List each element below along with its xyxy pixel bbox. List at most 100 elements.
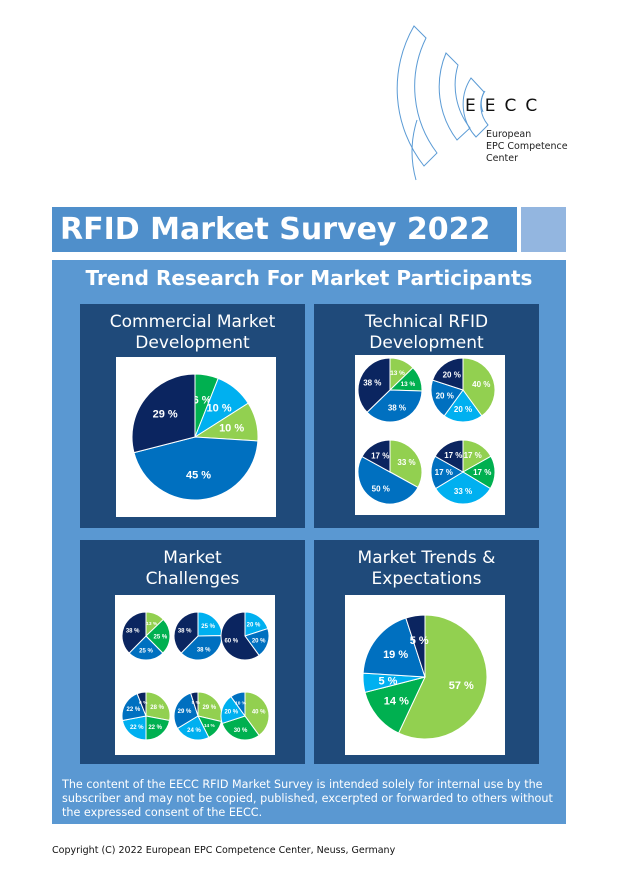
pie-slice (362, 617, 426, 678)
pie-slice (173, 611, 199, 654)
card-market-challenges: Market Challenges 13 % 25 % 25 % 38 % 25 % 38… (80, 540, 305, 764)
slice-label: 17 % (435, 468, 453, 477)
pie-slice (431, 357, 464, 391)
slice-label: 20 % (443, 370, 461, 379)
copyright-text: Copyright (C) 2022 European EPC Competen… (52, 845, 396, 856)
slice-label: 28 % (150, 705, 164, 711)
slice-label: 17 % (473, 468, 491, 477)
slice-label: 10 % (219, 422, 244, 434)
subtitle: Trend Research For Market Participants (85, 266, 533, 290)
slice-label: 14 % (384, 696, 409, 708)
chart-technical: 13 %13 %38 %38 % 40 %20 %20 %20 %33 %50 %… (355, 355, 505, 515)
slice-label: 13 % (390, 370, 405, 377)
slice-label: 57 % (449, 680, 474, 692)
slice-label: 50 % (372, 485, 390, 494)
slice-label: 60 % (224, 639, 238, 645)
slice-label: 5 % (410, 635, 429, 647)
pie-slice (230, 691, 246, 718)
slice-label: 33 % (454, 487, 472, 496)
eecc-logo: EECC European EPC Competence Center (396, 25, 568, 181)
card-title: Market Trends & Expectations (357, 548, 496, 589)
pie-slice (244, 691, 270, 737)
logo-line-3: Center (486, 153, 518, 164)
slice-label: 20 % (247, 622, 261, 628)
slice-label: 29 % (178, 709, 192, 715)
pie-chart: 57 %14 %5 %19 %5 % (362, 614, 488, 740)
chart-challenges: 13 % 25 % 25 % 38 % 25 % 38 % 38 % 20 % 20 % 60 %… (115, 595, 275, 755)
pie-slice (357, 455, 419, 505)
slice-label: 33 % (397, 458, 415, 467)
slice-label: 6 % (193, 395, 212, 407)
slice-label: 20 % (224, 710, 238, 716)
slice-label: 17 % (371, 451, 389, 460)
slice-label: 40 % (252, 710, 266, 716)
pie-chart: 29 % 14 %24 % 29 %5 % (173, 691, 223, 741)
pie-slice (220, 611, 260, 661)
logo-wordmark: EECC (465, 96, 546, 116)
slice-label: 38 % (363, 378, 381, 387)
slice-label: 22 % (127, 707, 141, 713)
pie-slice (128, 635, 164, 661)
slice-label: 22 % (148, 725, 162, 731)
pie-slice (121, 611, 147, 654)
slice-label: 14 % (204, 723, 216, 729)
pie-chart: 40 %20 %20 %20 % (430, 357, 496, 423)
pie-slice (136, 691, 147, 717)
pie-slice (434, 471, 492, 505)
slice-label: 22 % (130, 725, 144, 731)
slice-label: 19 % (383, 649, 408, 661)
pie-chart: 6 %10 %10 %45 %29 % (131, 373, 259, 501)
pie-slice (462, 357, 496, 417)
slice-label: 25 % (139, 649, 153, 655)
pie-slice (131, 373, 196, 454)
card-title: Market Challenges (145, 548, 240, 589)
slice-label: 20 % (436, 392, 454, 401)
pie-slice (145, 618, 171, 654)
card-technical-rfid: Technical RFID Development 13 % 13 % 38 % 3… (314, 304, 539, 528)
pie-slice (405, 614, 426, 678)
slice-label: 29 % (202, 705, 216, 711)
pie-chart: 25 % 38 % 38 % (173, 611, 223, 661)
slice-label: 25 % (201, 624, 215, 630)
slice-label: 30 % (234, 728, 248, 734)
slice-label: 25 % (154, 634, 168, 640)
page-title: RFID Market Survey 2022 (52, 207, 517, 252)
pie-slice (133, 436, 259, 501)
pie-slice (364, 676, 426, 734)
pie-slice (190, 691, 199, 717)
slice-label: 38 % (178, 629, 192, 635)
slice-label: 38 % (388, 404, 406, 413)
pie-slice (397, 614, 488, 740)
logo-line-2: EPC Competence (486, 141, 568, 152)
slice-label: 10 % (235, 700, 247, 706)
pie-chart: 17 %17 %33 %17 %17 % (430, 439, 496, 505)
slice-label: 5 % (378, 675, 397, 687)
pie-slice (361, 439, 391, 473)
pie-slice (430, 379, 464, 417)
slice-label: 17 % (464, 451, 482, 460)
pie-slice (389, 439, 423, 489)
pie-slice (176, 715, 210, 741)
slice-label: 45 % (186, 469, 211, 481)
slice-label: 20 % (252, 639, 266, 645)
slice-label: 10 % (207, 403, 232, 415)
pie-chart: 28 %22 %22 %22 %6 % (121, 691, 171, 741)
logo-line-1: European (486, 129, 531, 140)
pie-slice (145, 691, 171, 722)
title-accent-square (521, 207, 566, 252)
slice-label: 24 % (187, 728, 201, 734)
slice-label: 13 % (146, 621, 158, 627)
slice-label: 38 % (126, 629, 140, 635)
slice-label: 20 % (454, 405, 472, 414)
chart-commercial: 6 %10 %10 %45 %29 % (116, 357, 276, 517)
pie-chart: 40 % 30 % 20 % 10 % (220, 691, 270, 741)
card-market-trends: Market Trends & Expectations 57 % 14 % 5 %… (314, 540, 539, 764)
card-commercial-market: Commercial Market Development 6 % 10 % 10 … (80, 304, 305, 528)
pie-slice (221, 715, 260, 741)
pie-slice (145, 715, 171, 741)
pie-chart: 20 % 20 % 60 % (220, 611, 270, 661)
slice-label: 17 % (444, 451, 462, 460)
slice-label: 29 % (153, 409, 178, 421)
pie-chart: 33 % 50 % 17 % (357, 439, 423, 505)
